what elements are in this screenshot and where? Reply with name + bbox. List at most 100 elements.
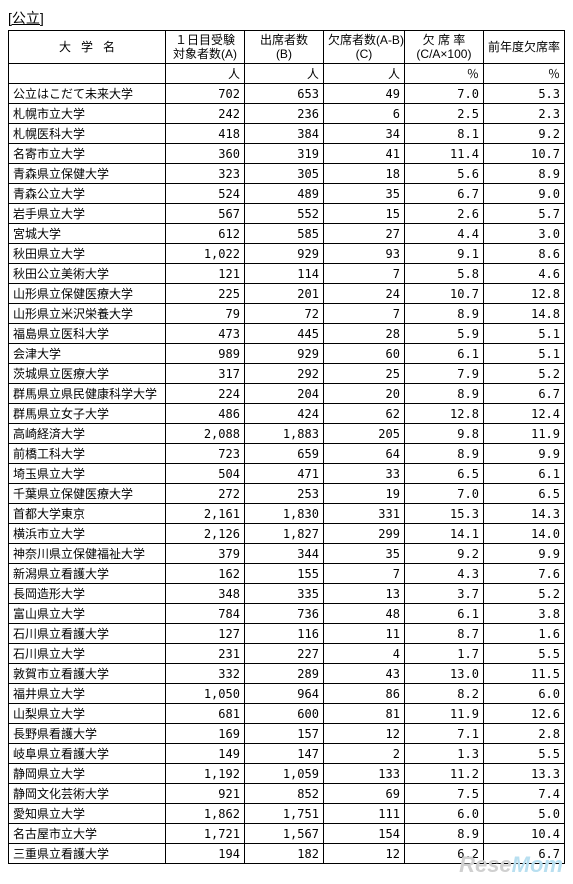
table-row: 秋田公立美術大学12111475.84.6	[9, 264, 565, 284]
table-row: 秋田県立大学1,022929939.18.6	[9, 244, 565, 264]
cell-name: 千葉県立保健医療大学	[9, 484, 166, 504]
cell-name: 三重県立看護大学	[9, 844, 166, 864]
cell-value: 317	[165, 364, 244, 384]
cell-value: 182	[244, 844, 323, 864]
unit-cell: ％	[404, 64, 483, 84]
cell-value: 7	[323, 264, 404, 284]
cell-value: 11.2	[404, 764, 483, 784]
cell-value: 360	[165, 144, 244, 164]
unit-cell: 人	[165, 64, 244, 84]
cell-value: 6.1	[404, 604, 483, 624]
cell-value: 14.1	[404, 524, 483, 544]
unit-cell: 人	[323, 64, 404, 84]
cell-value: 3.8	[483, 604, 564, 624]
cell-value: 6.7	[483, 384, 564, 404]
cell-value: 332	[165, 664, 244, 684]
cell-value: 5.9	[404, 324, 483, 344]
cell-value: 5.7	[483, 204, 564, 224]
category-label: [公立]	[8, 8, 565, 28]
cell-name: 福島県立医科大学	[9, 324, 166, 344]
cell-name: 敦賀市立看護大学	[9, 664, 166, 684]
table-row: 岩手県立大学567552152.65.7	[9, 204, 565, 224]
cell-value: 852	[244, 784, 323, 804]
cell-name: 群馬県立女子大学	[9, 404, 166, 424]
cell-value: 4.4	[404, 224, 483, 244]
table-row: 前橋工科大学723659648.99.9	[9, 444, 565, 464]
cell-value: 486	[165, 404, 244, 424]
table-row: 群馬県立女子大学4864246212.812.4	[9, 404, 565, 424]
cell-value: 147	[244, 744, 323, 764]
table-row: 福島県立医科大学473445285.95.1	[9, 324, 565, 344]
table-row: 愛知県立大学1,8621,7511116.05.0	[9, 804, 565, 824]
unit-row: 人人人％％	[9, 64, 565, 84]
unit-cell	[9, 64, 166, 84]
table-row: 富山県立大学784736486.13.8	[9, 604, 565, 624]
cell-value: 24	[323, 284, 404, 304]
table-row: 群馬県立県民健康科学大学224204208.96.7	[9, 384, 565, 404]
table-row: 札幌医科大学418384348.19.2	[9, 124, 565, 144]
table-row: 埼玉県立大学504471336.56.1	[9, 464, 565, 484]
cell-value: 13.3	[483, 764, 564, 784]
absence-table: 大学名 １日目受験対象者数(A) 出席者数(B) 欠席者数(A-B)(C) 欠 …	[8, 30, 565, 864]
cell-value: 471	[244, 464, 323, 484]
cell-name: 神奈川県立保健福祉大学	[9, 544, 166, 564]
cell-name: 山梨県立大学	[9, 704, 166, 724]
cell-value: 11.4	[404, 144, 483, 164]
cell-value: 205	[323, 424, 404, 444]
cell-value: 43	[323, 664, 404, 684]
cell-value: 11.9	[404, 704, 483, 724]
table-row: 岐阜県立看護大学14914721.35.5	[9, 744, 565, 764]
cell-name: 山形県立米沢栄養大学	[9, 304, 166, 324]
cell-value: 7.9	[404, 364, 483, 384]
cell-value: 227	[244, 644, 323, 664]
cell-value: 9.9	[483, 544, 564, 564]
cell-value: 10.7	[404, 284, 483, 304]
cell-value: 127	[165, 624, 244, 644]
cell-value: 7	[323, 304, 404, 324]
cell-name: 石川県立大学	[9, 644, 166, 664]
cell-value: 8.2	[404, 684, 483, 704]
cell-name: 青森公立大学	[9, 184, 166, 204]
cell-value: 929	[244, 344, 323, 364]
cell-value: 9.2	[404, 544, 483, 564]
table-row: 横浜市立大学2,1261,82729914.114.0	[9, 524, 565, 544]
table-row: 高崎経済大学2,0881,8832059.811.9	[9, 424, 565, 444]
cell-value: 11.5	[483, 664, 564, 684]
cell-value: 7.4	[483, 784, 564, 804]
cell-value: 2.6	[404, 204, 483, 224]
cell-value: 1,721	[165, 824, 244, 844]
cell-value: 7	[323, 564, 404, 584]
cell-value: 231	[165, 644, 244, 664]
cell-name: 前橋工科大学	[9, 444, 166, 464]
cell-value: 921	[165, 784, 244, 804]
table-row: 名寄市立大学3603194111.410.7	[9, 144, 565, 164]
cell-value: 6.7	[404, 184, 483, 204]
cell-name: 新潟県立看護大学	[9, 564, 166, 584]
cell-value: 1,022	[165, 244, 244, 264]
cell-value: 4.6	[483, 264, 564, 284]
cell-value: 1,567	[244, 824, 323, 844]
cell-value: 169	[165, 724, 244, 744]
watermark: ReseMom	[459, 852, 563, 878]
cell-value: 379	[165, 544, 244, 564]
cell-name: 高崎経済大学	[9, 424, 166, 444]
cell-value: 12.6	[483, 704, 564, 724]
cell-value: 585	[244, 224, 323, 244]
cell-value: 35	[323, 184, 404, 204]
cell-value: 9.0	[483, 184, 564, 204]
cell-value: 60	[323, 344, 404, 364]
table-row: 茨城県立医療大学317292257.95.2	[9, 364, 565, 384]
cell-value: 79	[165, 304, 244, 324]
cell-value: 133	[323, 764, 404, 784]
cell-value: 48	[323, 604, 404, 624]
cell-value: 348	[165, 584, 244, 604]
cell-name: 公立はこだて未来大学	[9, 84, 166, 104]
cell-value: 14.3	[483, 504, 564, 524]
table-row: 長野県看護大学169157127.12.8	[9, 724, 565, 744]
cell-value: 5.0	[483, 804, 564, 824]
cell-value: 612	[165, 224, 244, 244]
col-header-b: 出席者数(B)	[244, 31, 323, 64]
cell-value: 989	[165, 344, 244, 364]
cell-value: 64	[323, 444, 404, 464]
cell-value: 1,751	[244, 804, 323, 824]
